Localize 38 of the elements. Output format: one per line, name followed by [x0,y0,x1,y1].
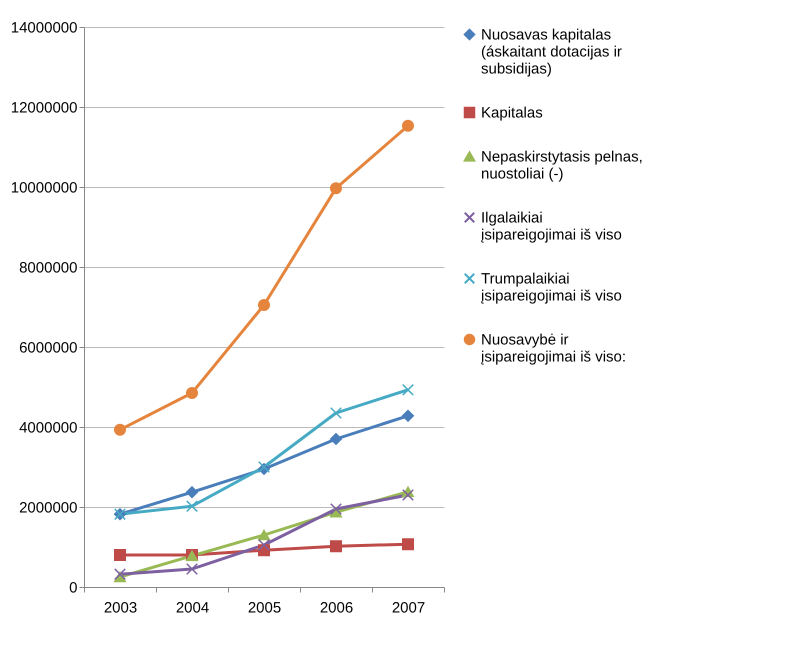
y-tick-label: 0 [69,580,78,596]
point [402,120,414,132]
legend-label: Trumpalaikiai įsipareigojimai iš viso [481,270,622,304]
x-tick-label: 2006 [320,600,354,616]
legend-label: Ilgalaikiai įsipareigojimai iš viso [481,210,622,244]
point [186,486,198,498]
point [402,384,414,396]
point [186,563,198,575]
point [114,568,126,580]
y-tick-label: 2000000 [19,500,78,516]
y-tick-label: 6000000 [19,340,78,356]
y-tick-label: 8000000 [19,260,78,276]
x-tick-label: 2007 [392,600,426,616]
point [330,433,342,445]
point [114,424,126,436]
y-tick-label: 14000000 [10,20,78,36]
point [258,299,270,311]
point [258,539,270,551]
point [330,182,342,194]
y-tick-label: 4000000 [19,420,78,436]
legend-label: Kapitalas [481,104,543,122]
x-tick-label: 2003 [104,600,138,616]
x-tick-label: 2004 [176,600,210,616]
y-tick-label: 10000000 [10,180,78,196]
point [402,489,414,501]
point [186,387,198,399]
point [186,500,198,512]
point [114,549,126,561]
point [258,530,270,540]
legend-label: Nuosavybė ir įsipareigojimai iš viso: [481,332,626,366]
point [330,503,342,515]
point [402,410,414,422]
legend-label: Nuosavas kapitalas (áskaitant dotacijas ir subsidijas) [481,26,622,78]
point [330,540,342,552]
y-tick-label: 12000000 [10,100,78,116]
point [402,538,414,550]
legend-label: Nepaskirstytasis pelnas, nuostoliai (-) [481,148,643,182]
x-tick-label: 2005 [248,600,282,616]
